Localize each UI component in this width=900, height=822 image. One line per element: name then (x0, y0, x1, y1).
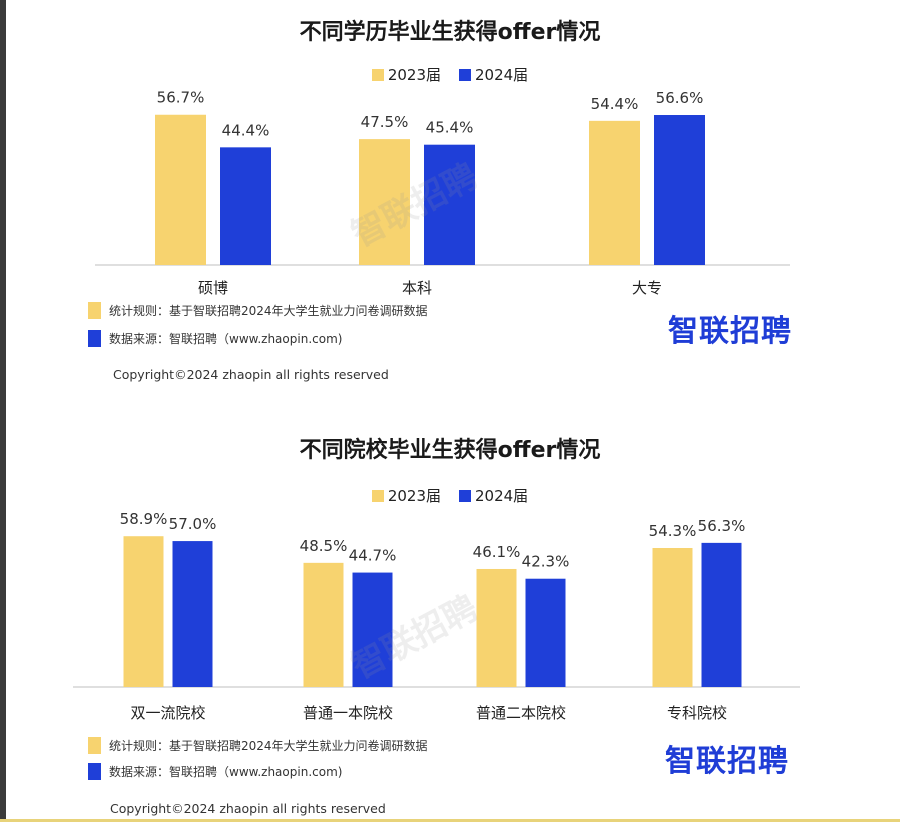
rule-note-swatch (88, 737, 101, 754)
legend-swatch-2023 (371, 68, 384, 81)
zhaopin-logo: 智联招聘 (668, 314, 792, 349)
data-label: 56.7% (157, 89, 205, 107)
bar-2023 (476, 568, 517, 687)
bar-2023 (123, 536, 164, 687)
category-label: 专科院校 (667, 704, 727, 722)
bar-2024 (701, 542, 742, 687)
data-label: 46.1% (473, 543, 521, 561)
bar-2023 (303, 562, 344, 687)
legend-item-2023: 2023届 (371, 64, 441, 85)
data-label: 48.5% (300, 537, 348, 555)
chart-title: 不同学历毕业生获得offer情况 (299, 20, 601, 45)
legend-item-2024: 2024届 (459, 485, 528, 506)
bar-2024 (525, 578, 566, 687)
legend-label-2024: 2024届 (475, 66, 529, 84)
bar-2024 (220, 147, 271, 265)
chart-legend: 2023届 2024届 (0, 485, 900, 506)
legend-label-2023: 2023届 (387, 487, 441, 505)
bar-2024 (172, 541, 213, 687)
bar-2024 (654, 115, 705, 265)
data-label: 45.4% (426, 119, 474, 137)
chart-panel-school: 不同院校毕业生获得offer情况 2023届 2024届 58.9% 57.0% 双… (0, 410, 900, 822)
source-note-swatch (88, 330, 101, 347)
zhaopin-logo: 智联招聘 (665, 744, 789, 779)
legend-label-2023: 2023届 (387, 66, 441, 84)
chart-title: 不同院校毕业生获得offer情况 (299, 438, 601, 463)
legend-item-2023: 2023届 (371, 485, 441, 506)
rule-note-swatch (88, 302, 101, 319)
data-label: 54.3% (649, 522, 697, 540)
bar-2023 (359, 139, 410, 265)
source-note-swatch (88, 763, 101, 780)
data-label: 58.9% (120, 510, 168, 528)
bottom-frame-edge (0, 819, 900, 822)
data-source-text: 数据来源：智联招聘（www.zhaopin.com) (109, 765, 343, 779)
bar-2023 (155, 114, 206, 266)
copyright-text: Copyright©2024 zhaopin all rights reserv… (113, 367, 389, 382)
data-label: 44.4% (222, 121, 270, 139)
chart-legend: 2023届 2024届 (0, 64, 900, 85)
legend-item-2024: 2024届 (459, 64, 528, 85)
bar-2023 (652, 547, 693, 687)
copyright-text: Copyright©2024 zhaopin all rights reserv… (110, 801, 386, 816)
bar-2023 (589, 120, 640, 265)
category-label: 大专 (632, 279, 662, 297)
bar-2024 (352, 572, 393, 687)
stat-rule-note: 统计规则：基于智联招聘2024年大学生就业力问卷调研数据 (88, 737, 428, 754)
category-label: 硕博 (198, 279, 228, 297)
stat-rule-text: 统计规则：基于智联招聘2024年大学生就业力问卷调研数据 (109, 304, 428, 318)
legend-swatch-2023 (371, 489, 384, 502)
chart-panel-education: 不同学历毕业生获得offer情况 2023届 2024届 56.7% 44.4% 硕… (0, 0, 900, 400)
bar-2024 (424, 144, 475, 265)
bar-chart-education: 56.7% 44.4% 硕博 47.5% 45.4% 本科 54.4% 56.6% 大专 (95, 89, 790, 297)
data-label: 56.3% (698, 517, 746, 535)
legend-swatch-2024 (459, 489, 471, 502)
data-label: 47.5% (361, 113, 409, 131)
legend-label-2024: 2024届 (475, 487, 529, 505)
data-label: 44.7% (349, 547, 397, 565)
category-label: 本科 (402, 279, 432, 297)
bar-chart-school: 58.9% 57.0% 双一流院校 48.5%44.7% 普通一本院校 46.1%42.3… (73, 510, 800, 722)
legend-swatch-2024 (459, 68, 471, 81)
data-label: 57.0% (169, 515, 217, 533)
left-frame-edge (0, 0, 6, 822)
data-label: 56.6% (656, 89, 704, 107)
data-source-note: 数据来源：智联招聘（www.zhaopin.com) (88, 763, 342, 780)
data-label: 42.3% (522, 553, 570, 571)
stat-rule-note: 统计规则：基于智联招聘2024年大学生就业力问卷调研数据 (88, 302, 428, 319)
data-label: 54.4% (591, 95, 639, 113)
stat-rule-text: 统计规则：基于智联招聘2024年大学生就业力问卷调研数据 (109, 739, 428, 753)
category-label: 普通二本院校 (476, 704, 566, 722)
data-source-text: 数据来源：智联招聘（www.zhaopin.com) (109, 332, 343, 346)
category-label: 普通一本院校 (303, 704, 393, 722)
data-source-note: 数据来源：智联招聘（www.zhaopin.com) (88, 330, 342, 347)
category-label: 双一流院校 (130, 704, 205, 722)
